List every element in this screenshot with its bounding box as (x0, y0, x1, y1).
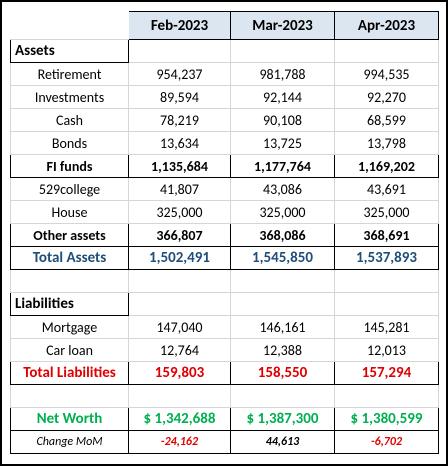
cell: 368,086 (230, 223, 335, 247)
row-label: Net Worth (10, 407, 129, 431)
empty-row (10, 269, 439, 293)
net-worth-row: Net Worth $ 1,342,688 $ 1,387,300 $ 1,380,5… (10, 407, 439, 431)
cell: 325,000 (128, 200, 231, 224)
row-label: Mortgage (10, 315, 129, 339)
row-label: Change MoM (10, 430, 129, 454)
cell: 159,803 (128, 361, 231, 385)
row: Investments 89,594 92,144 92,270 (10, 85, 439, 109)
cell: -6,702 (334, 430, 439, 454)
total-row: Total Liabilities 159,803 158,550 157,294 (10, 361, 439, 385)
row-label: Car loan (10, 338, 129, 362)
row: Retirement 954,237 981,788 994,535 (10, 62, 439, 86)
cell: 12,013 (334, 338, 439, 362)
section-row: Assets (10, 39, 439, 63)
row-label: House (10, 200, 129, 224)
cell: 43,086 (230, 177, 335, 201)
cell: 44,613 (230, 430, 335, 454)
row: Car loan 12,764 12,388 12,013 (10, 338, 439, 362)
empty-row (10, 384, 439, 408)
cell: $ 1,387,300 (230, 407, 335, 431)
row-label: Total Liabilities (10, 361, 129, 385)
cell: 1,545,850 (230, 246, 335, 270)
cell: 13,725 (230, 131, 335, 155)
cell: 325,000 (334, 200, 439, 224)
cell: 366,807 (128, 223, 231, 247)
column-header: Apr-2023 (334, 11, 439, 40)
cell: $ 1,380,599 (334, 407, 439, 431)
cell: 92,270 (334, 85, 439, 109)
cell: 1,177,764 (230, 154, 335, 178)
cell: 368,691 (334, 223, 439, 247)
cell: 954,237 (128, 62, 231, 86)
cell: 145,281 (334, 315, 439, 339)
subtotal-row: FI funds 1,135,684 1,177,764 1,169,202 (10, 154, 439, 178)
column-header: Feb-2023 (128, 11, 231, 40)
cell: 43,691 (334, 177, 439, 201)
row: 529college 41,807 43,086 43,691 (10, 177, 439, 201)
cell: 12,764 (128, 338, 231, 362)
change-row: Change MoM -24,162 44,613 -6,702 (10, 430, 439, 454)
total-row: Total Assets 1,502,491 1,545,850 1,537,893 (10, 246, 439, 270)
budget-table: Feb-2023 Mar-2023 Apr-2023 Assets Retire… (10, 11, 439, 454)
row-label: Investments (10, 85, 129, 109)
row-label: Bonds (10, 131, 129, 155)
row: Cash 78,219 90,108 68,599 (10, 108, 439, 132)
cell: 41,807 (128, 177, 231, 201)
corner-cell (10, 11, 129, 40)
row: Bonds 13,634 13,725 13,798 (10, 131, 439, 155)
cell: 146,161 (230, 315, 335, 339)
cell: 981,788 (230, 62, 335, 86)
header-row: Feb-2023 Mar-2023 Apr-2023 (10, 11, 439, 40)
cell: 1,135,684 (128, 154, 231, 178)
cell: 92,144 (230, 85, 335, 109)
cell: 78,219 (128, 108, 231, 132)
cell: 1,502,491 (128, 246, 231, 270)
cell: 1,537,893 (334, 246, 439, 270)
row: House 325,000 325,000 325,000 (10, 200, 439, 224)
section-label: Assets (10, 39, 129, 63)
cell: 90,108 (230, 108, 335, 132)
subtotal-row: Other assets 366,807 368,086 368,691 (10, 223, 439, 247)
cell: 68,599 (334, 108, 439, 132)
column-header: Mar-2023 (230, 11, 335, 40)
cell: 1,169,202 (334, 154, 439, 178)
row-label: Total Assets (10, 246, 129, 270)
row-label: Cash (10, 108, 129, 132)
section-row: Liabilities (10, 292, 439, 316)
cell: 89,594 (128, 85, 231, 109)
cell: 994,535 (334, 62, 439, 86)
row-label: FI funds (10, 154, 129, 178)
row-label: Retirement (10, 62, 129, 86)
cell: -24,162 (128, 430, 231, 454)
cell: 13,798 (334, 131, 439, 155)
cell: 13,634 (128, 131, 231, 155)
section-label: Liabilities (10, 292, 129, 316)
cell: $ 1,342,688 (128, 407, 231, 431)
row-label: Other assets (10, 223, 129, 247)
cell: 12,388 (230, 338, 335, 362)
cell: 147,040 (128, 315, 231, 339)
cell: 157,294 (334, 361, 439, 385)
cell: 325,000 (230, 200, 335, 224)
row-label: 529college (10, 177, 129, 201)
cell: 158,550 (230, 361, 335, 385)
row: Mortgage 147,040 146,161 145,281 (10, 315, 439, 339)
